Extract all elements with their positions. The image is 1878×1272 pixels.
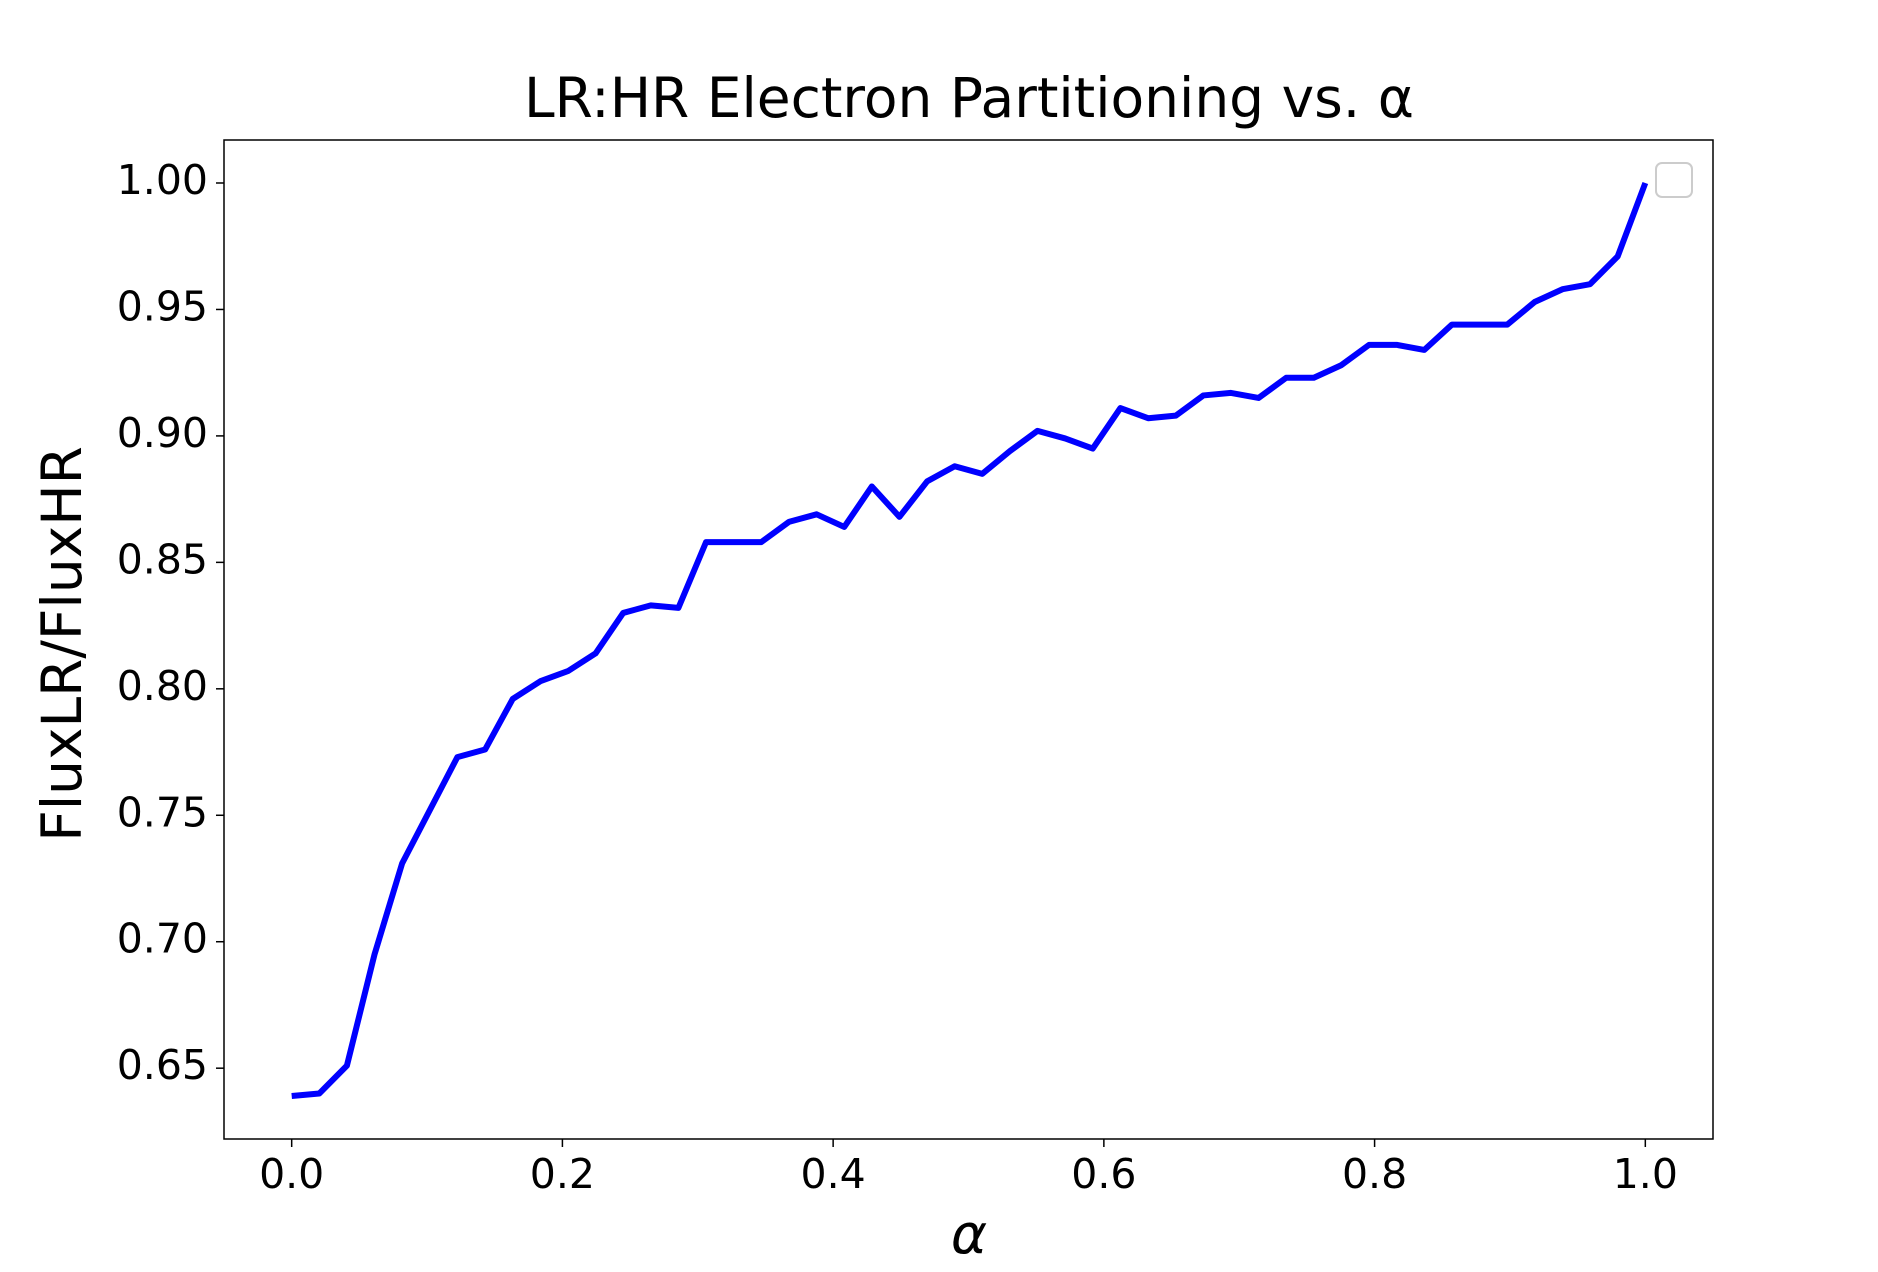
chart-title: LR:HR Electron Partitioning vs. α xyxy=(524,66,1414,130)
x-tick-label: 0.6 xyxy=(1071,1150,1136,1198)
y-axis-label: FluxLR/FluxHR xyxy=(30,446,94,842)
legend-box xyxy=(1655,162,1693,198)
x-tick-label: 0.8 xyxy=(1342,1150,1407,1198)
y-tick-label: 0.85 xyxy=(117,535,208,583)
data-line xyxy=(291,181,1649,1099)
y-tick-label: 0.65 xyxy=(117,1041,208,1089)
plot-frame xyxy=(223,139,1714,1140)
x-axis-label: α xyxy=(951,1202,987,1266)
x-tick-label: 0.2 xyxy=(530,1150,595,1198)
y-tick-label: 1.00 xyxy=(117,156,208,204)
x-tick-label: 0.4 xyxy=(801,1150,866,1198)
y-tick-label: 0.80 xyxy=(117,662,208,710)
x-tick-label: 1.0 xyxy=(1613,1150,1678,1198)
y-tick-label: 0.70 xyxy=(117,915,208,963)
x-tick-label: 0.0 xyxy=(259,1150,324,1198)
y-tick-label: 0.75 xyxy=(117,788,208,836)
y-tick-label: 0.95 xyxy=(117,282,208,330)
y-tick-label: 0.90 xyxy=(117,409,208,457)
